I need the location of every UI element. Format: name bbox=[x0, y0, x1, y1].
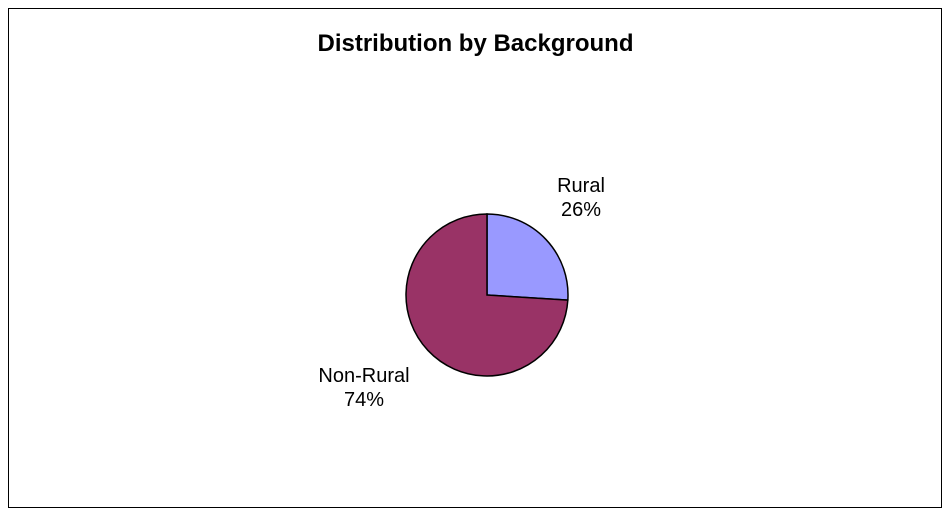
slice-label-non-rural: Non-Rural bbox=[318, 365, 409, 387]
pie-slice-rural bbox=[486, 213, 569, 301]
slice-label-rural: Rural bbox=[557, 175, 605, 197]
slice-value-label-non-rural: 74% bbox=[344, 389, 384, 411]
pie-slice-non-rural bbox=[405, 213, 569, 377]
slice-value-label-rural: 26% bbox=[561, 199, 601, 221]
chart-title: Distribution by Background bbox=[317, 30, 634, 57]
